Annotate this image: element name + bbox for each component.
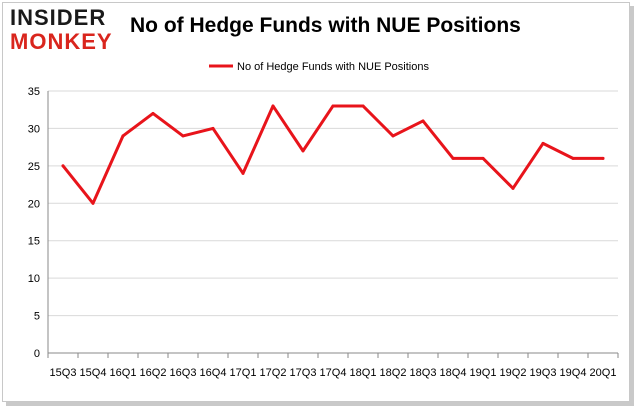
x-tick-label: 15Q4 <box>80 367 107 379</box>
logo-line-1: INSIDER <box>10 5 107 30</box>
x-tick-label: 17Q4 <box>320 367 347 379</box>
x-tick-label: 18Q2 <box>380 367 407 379</box>
logo-line-2: MONKEY <box>10 29 113 54</box>
x-tick-label: 19Q3 <box>530 367 557 379</box>
y-tick-label: 35 <box>28 86 40 98</box>
x-tick-label: 19Q1 <box>470 367 497 379</box>
chart-frame <box>2 2 630 402</box>
data-point <box>541 141 545 145</box>
x-tick-label: 19Q4 <box>560 367 587 379</box>
y-tick-label: 30 <box>28 123 40 135</box>
x-tick-label: 17Q2 <box>260 367 287 379</box>
data-point <box>361 104 365 108</box>
legend-label: No of Hedge Funds with NUE Positions <box>237 61 429 73</box>
data-point <box>91 201 95 205</box>
data-point <box>511 186 515 190</box>
legend: No of Hedge Funds with NUE Positions <box>209 61 429 73</box>
x-tick-label: 17Q1 <box>230 367 257 379</box>
x-tick-labels: 15Q3 15Q4 16Q1 16Q2 16Q3 16Q4 17Q1 17Q2 17Q3 17Q4… <box>50 367 617 379</box>
data-point <box>181 134 185 138</box>
x-tick-label: 18Q3 <box>410 367 437 379</box>
gridlines <box>48 90 618 317</box>
chart-title: No of Hedge Funds with NUE Positions <box>130 14 521 37</box>
y-tick-label: 15 <box>28 236 40 248</box>
data-point <box>151 111 155 115</box>
data-point <box>121 134 125 138</box>
data-point <box>241 171 245 175</box>
y-tick-label: 25 <box>28 161 40 173</box>
data-point <box>421 119 425 123</box>
series-layer <box>61 104 605 205</box>
data-point <box>481 156 485 160</box>
x-tick-label: 18Q4 <box>440 367 467 379</box>
insider-monkey-logo: INSIDER MONKEY <box>10 6 122 56</box>
y-tick-label: 0 <box>34 348 40 360</box>
axes <box>47 91 619 358</box>
y-tick-label: 10 <box>28 273 40 285</box>
x-tick-label: 16Q4 <box>200 367 227 379</box>
data-point <box>391 134 395 138</box>
data-point <box>211 126 215 130</box>
data-point <box>61 164 65 168</box>
data-point <box>271 104 275 108</box>
x-tick-label: 16Q3 <box>170 367 197 379</box>
x-tick-label: 15Q3 <box>50 367 77 379</box>
data-point <box>601 156 605 160</box>
x-tick-label: 19Q2 <box>500 367 527 379</box>
x-tick-label: 17Q3 <box>290 367 317 379</box>
x-tick-label: 16Q1 <box>110 367 137 379</box>
y-tick-label: 20 <box>28 198 40 210</box>
y-tick-labels: 0 5 10 15 20 25 30 35 <box>28 86 40 360</box>
x-tick-label: 16Q2 <box>140 367 167 379</box>
data-point <box>571 156 575 160</box>
data-point <box>331 104 335 108</box>
y-tick-label: 5 <box>34 311 40 323</box>
data-point <box>451 156 455 160</box>
series-line <box>61 104 605 205</box>
data-point <box>301 149 305 153</box>
x-tick-label: 18Q1 <box>350 367 377 379</box>
x-tick-label: 20Q1 <box>590 367 617 379</box>
